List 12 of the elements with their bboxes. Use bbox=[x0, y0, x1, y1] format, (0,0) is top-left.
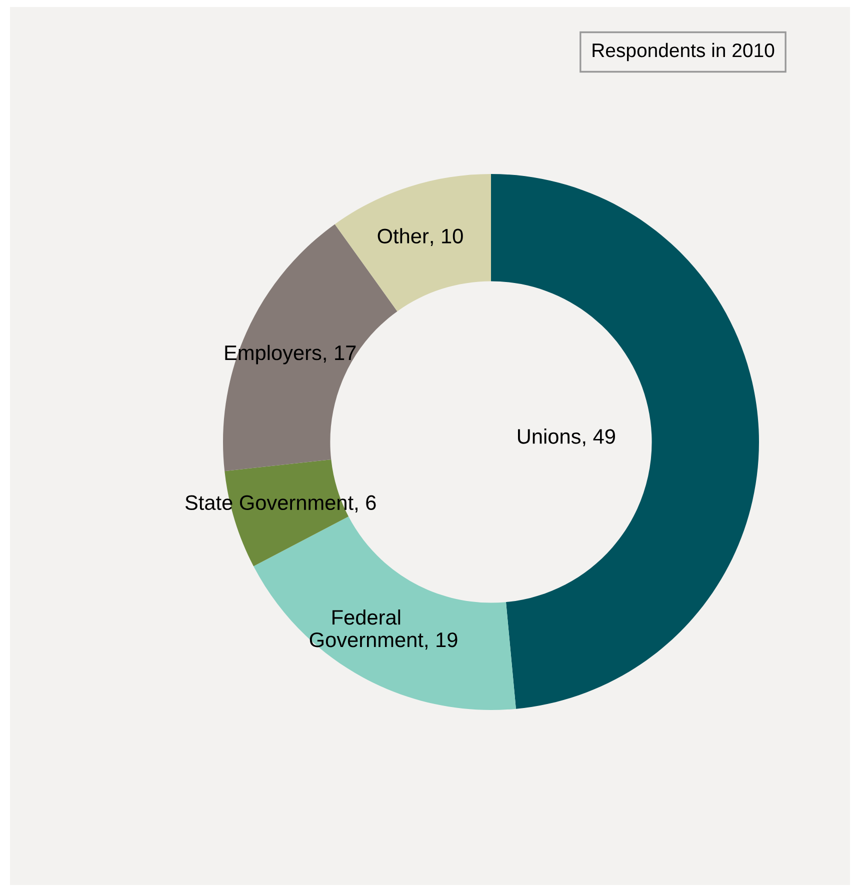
donut-slice bbox=[334, 174, 491, 312]
data-label: , 10 bbox=[430, 228, 463, 246]
slice-label: Other bbox=[378, 228, 429, 244]
data-label: , 19 bbox=[425, 632, 458, 650]
slice-label: Unions bbox=[518, 428, 580, 444]
chart-title: Respondents in 2010 bbox=[592, 42, 774, 62]
data-label: , 6 bbox=[355, 495, 376, 512]
donut-slice bbox=[491, 174, 759, 709]
data-label: , 49 bbox=[583, 429, 615, 446]
slice-label: Federal Government bbox=[310, 609, 424, 648]
donut-slice bbox=[254, 516, 516, 710]
data-label: , 17 bbox=[324, 346, 356, 363]
